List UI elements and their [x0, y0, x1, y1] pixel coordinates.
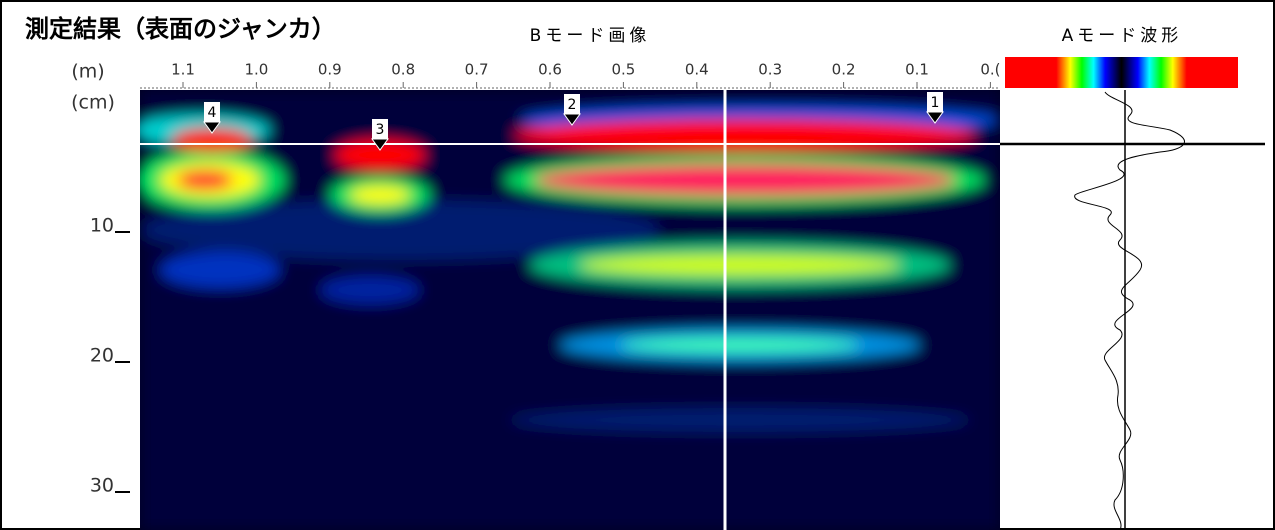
b-mode-image [130, 90, 1000, 530]
marker-label: 2 [568, 97, 577, 113]
x-tick-label: 1.1 [171, 61, 195, 79]
marker-label: 3 [376, 122, 385, 138]
x-tick-label: 0.9 [318, 61, 342, 79]
x-tick-label: 0.7 [465, 61, 489, 79]
x-tick-label: 1.0 [244, 61, 268, 79]
amode-label: Aモード波形 [1062, 26, 1183, 46]
x-tick-label: 0.3 [758, 61, 782, 79]
marker-label: 4 [208, 105, 217, 121]
x-tick-label: 0.6 [538, 61, 562, 79]
x-tick-label: 0.1 [905, 61, 929, 79]
y-unit: (cm) [71, 92, 115, 114]
y-tick-label: 30 [90, 475, 114, 497]
bmode-label: Bモード画像 [530, 26, 651, 46]
marker-label: 1 [931, 95, 940, 111]
y-tick-label: 20 [90, 345, 114, 367]
color-bar [1005, 57, 1238, 88]
y-tick-label: 10 [90, 215, 114, 237]
x-unit: (m) [71, 61, 104, 83]
x-tick-label: 0.8 [391, 61, 415, 79]
screen: 測定結果（表面のジャンカ） Bモード画像 Aモード波形 (m) (cm) [0, 0, 1275, 530]
x-tick-label: 0.4 [685, 61, 709, 79]
title: 測定結果（表面のジャンカ） [25, 15, 336, 43]
x-tick-label: 0.5 [611, 61, 635, 79]
x-tick-label: 0.2 [832, 61, 856, 79]
x-tick-label: 0.( [980, 61, 1000, 79]
